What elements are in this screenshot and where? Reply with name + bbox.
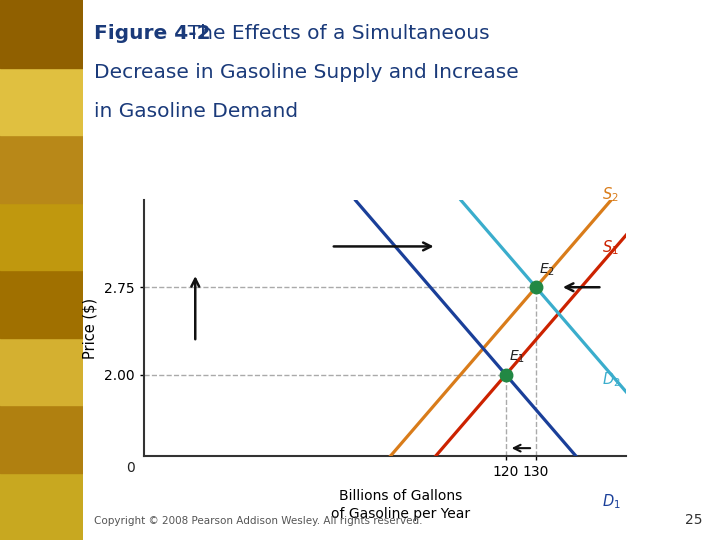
Bar [0, 68, 83, 135]
Bar [0, 135, 83, 202]
Text: 0: 0 [126, 461, 135, 475]
Bar [0, 405, 83, 472]
Bar [0, 472, 83, 540]
Text: Figure 4-2: Figure 4-2 [94, 24, 210, 43]
Text: 25: 25 [685, 512, 702, 526]
Bar [0, 0, 83, 68]
Text: $E_1$: $E_1$ [509, 349, 525, 366]
Bar [0, 202, 83, 270]
Text: Copyright © 2008 Pearson Addison Wesley. All rights reserved.: Copyright © 2008 Pearson Addison Wesley.… [94, 516, 422, 526]
Text: Billions of Gallons
of Gasoline per Year: Billions of Gallons of Gasoline per Year [330, 489, 470, 521]
Text: $E_2$: $E_2$ [539, 261, 555, 278]
Bar [0, 338, 83, 405]
Y-axis label: Price ($): Price ($) [82, 298, 97, 359]
Bar [0, 270, 83, 338]
Text: $D_1$: $D_1$ [603, 492, 621, 511]
Text: $S_1$: $S_1$ [603, 238, 619, 257]
Text: $S_2$: $S_2$ [603, 186, 619, 205]
Text: Decrease in Gasoline Supply and Increase: Decrease in Gasoline Supply and Increase [94, 63, 518, 82]
Text: The Effects of a Simultaneous: The Effects of a Simultaneous [175, 24, 490, 43]
Text: in Gasoline Demand: in Gasoline Demand [94, 102, 298, 121]
Text: $D_2$: $D_2$ [603, 370, 621, 389]
